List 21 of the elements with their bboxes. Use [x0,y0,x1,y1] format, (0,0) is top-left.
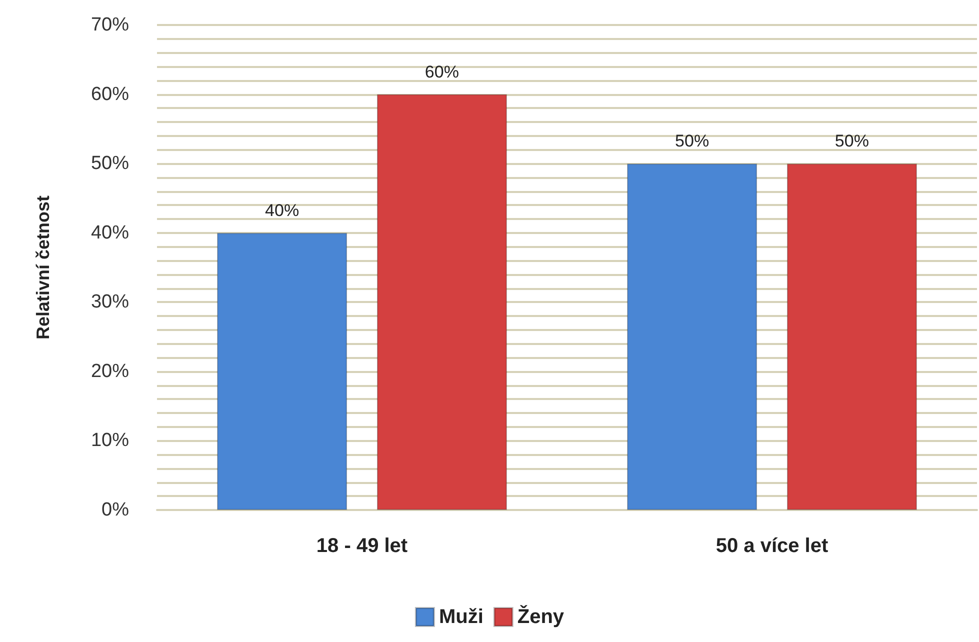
x-tick-label: 50 a více let [716,535,828,557]
y-tick-label: 60% [90,84,130,105]
x-tick-label: 18 - 49 let [316,535,408,557]
bar [376,94,507,510]
y-tick-label: 50% [90,153,130,174]
bar [627,164,758,510]
bar [786,164,917,510]
data-label: 50% [834,132,869,151]
legend-label: Muži [438,606,484,628]
y-tick-label: 40% [90,222,130,244]
data-label: 50% [675,132,710,151]
y-tick-label: 20% [90,360,130,382]
bar [217,232,348,510]
y-axis-title: Relativní četnost [33,195,53,340]
data-label: 60% [424,62,459,82]
y-tick-label: 30% [90,292,130,313]
y-tick-label: 70% [90,14,130,36]
y-tick-label: 10% [90,430,130,452]
data-label: 40% [265,200,300,220]
legend-label: Ženy [517,605,565,628]
y-tick-label: 0% [102,500,130,520]
